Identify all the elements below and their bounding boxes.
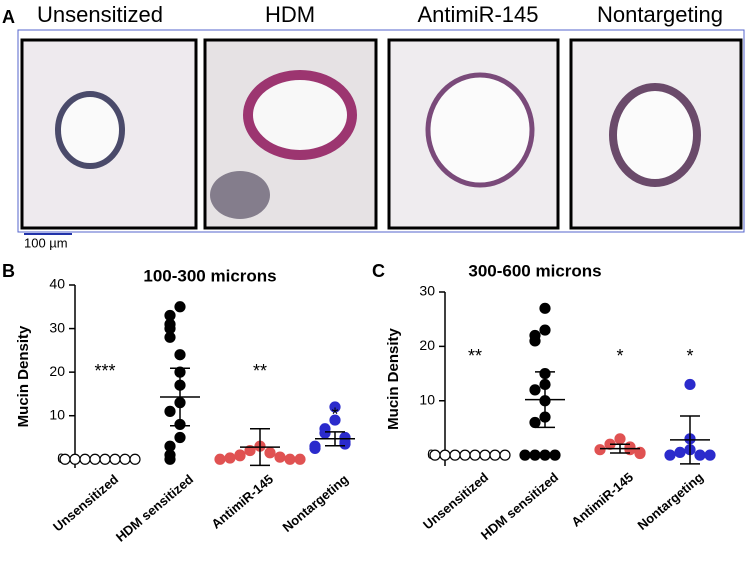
micrographs — [20, 38, 743, 230]
significance: *** — [94, 361, 115, 381]
image-title: Unsensitized — [37, 2, 163, 27]
data-point — [539, 302, 551, 314]
image-title: AntimiR-145 — [417, 2, 538, 27]
y-tick-label: 40 — [49, 276, 65, 292]
significance: * — [331, 404, 338, 424]
significance: * — [686, 346, 693, 366]
data-point — [614, 433, 626, 445]
data-point — [459, 449, 471, 461]
x-tick-label: Unsensitized — [420, 469, 491, 532]
data-point — [234, 450, 246, 462]
data-point — [519, 449, 531, 461]
data-point — [339, 438, 351, 450]
y-tick-label: 30 — [419, 283, 435, 299]
data-point — [99, 453, 111, 465]
data-point — [529, 335, 541, 347]
data-point — [294, 453, 306, 465]
data-point — [109, 453, 121, 465]
data-point — [119, 453, 131, 465]
data-point — [449, 449, 461, 461]
data-point — [129, 453, 141, 465]
airway — [425, 72, 535, 188]
scale-bar-label: 100 µm — [24, 235, 68, 250]
data-point — [499, 449, 511, 461]
x-tick-label: AntimiR-145 — [568, 469, 636, 529]
data-point — [309, 442, 321, 454]
data-point — [164, 453, 176, 465]
data-point — [439, 449, 451, 461]
data-point — [489, 449, 501, 461]
image-title: HDM — [265, 2, 315, 27]
data-point — [529, 449, 541, 461]
data-point — [664, 449, 676, 461]
data-point — [674, 446, 686, 459]
airway — [609, 83, 701, 187]
panel-label: A — [2, 7, 15, 27]
chart-title: 300-600 microns — [468, 261, 601, 280]
data-point — [429, 449, 441, 461]
image-frame — [17, 29, 745, 233]
data-point — [329, 414, 341, 426]
y-tick-label: 10 — [49, 406, 65, 422]
data-point — [89, 453, 101, 465]
y-tick-label: 10 — [419, 391, 435, 407]
data-point — [529, 384, 541, 396]
x-tick-label: HDM sensitized — [113, 471, 196, 544]
tissue — [210, 171, 270, 219]
data-point — [684, 378, 696, 391]
airway — [55, 91, 125, 169]
chart-title: 100-300 microns — [143, 266, 276, 285]
data-point — [164, 405, 176, 417]
data-point — [529, 416, 541, 429]
data-point — [214, 453, 226, 465]
data-point — [634, 447, 646, 460]
significance: * — [616, 346, 623, 366]
data-point — [224, 452, 236, 464]
y-tick-label: 20 — [49, 363, 65, 379]
significance: ** — [253, 361, 267, 381]
data-point — [329, 401, 341, 413]
x-tick-label: AntimiR-145 — [208, 471, 276, 531]
data-point — [594, 444, 606, 456]
panel-label: B — [2, 261, 15, 281]
data-point — [479, 449, 491, 461]
data-point — [164, 331, 176, 343]
data-point — [59, 453, 71, 465]
data-point — [244, 444, 256, 457]
data-point — [69, 453, 81, 465]
image-title: Nontargeting — [597, 2, 723, 27]
data-point — [539, 324, 551, 336]
data-point — [319, 427, 331, 439]
data-point — [264, 447, 276, 459]
data-point — [704, 449, 716, 461]
x-tick-label: Nontargeting — [635, 469, 707, 533]
data-point — [174, 431, 186, 444]
data-point — [174, 301, 186, 313]
panel-label: C — [372, 261, 385, 281]
data-point — [274, 451, 286, 463]
data-point — [694, 449, 706, 461]
x-tick-label: Nontargeting — [280, 471, 352, 535]
micrograph — [20, 38, 198, 230]
y-tick-label: 30 — [49, 319, 65, 335]
axis-label: Mucin Density — [15, 325, 32, 427]
data-point — [469, 449, 481, 461]
x-tick-label: Unsensitized — [50, 471, 121, 534]
axis-label: Mucin Density — [385, 328, 402, 430]
airway — [243, 70, 357, 160]
data-point — [79, 453, 91, 465]
y-tick-label: 20 — [419, 337, 435, 353]
significance: ** — [468, 346, 482, 366]
data-point — [539, 449, 551, 461]
data-point — [549, 449, 561, 461]
data-point — [284, 453, 296, 465]
data-point — [174, 349, 186, 361]
